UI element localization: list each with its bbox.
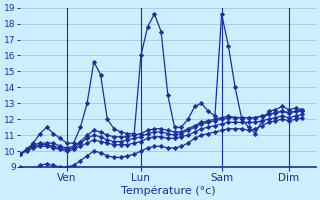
X-axis label: Température (°c): Température (°c) (121, 185, 215, 196)
